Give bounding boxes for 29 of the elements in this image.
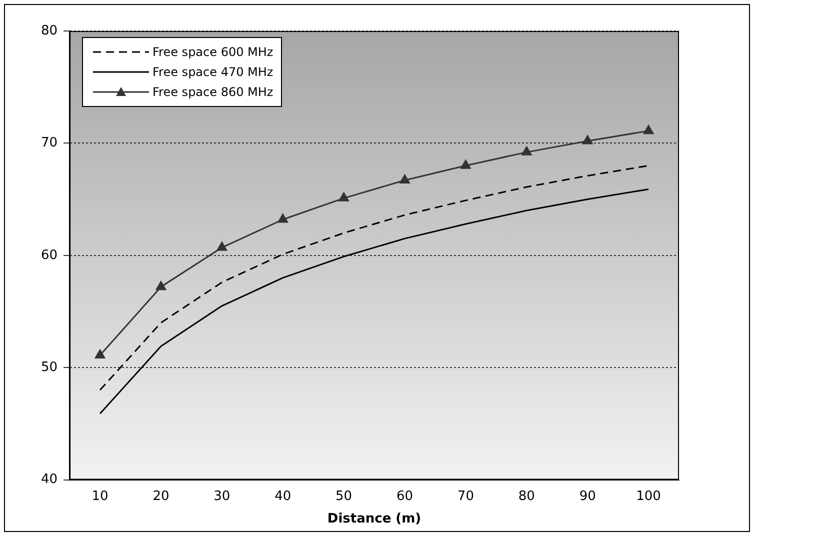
y-tick-label: 40 — [40, 472, 58, 488]
point — [522, 146, 532, 156]
x-tick-label: 100 — [636, 488, 661, 504]
x-tick-label: 30 — [214, 488, 230, 504]
point — [94, 350, 106, 359]
y-tick-label: 50 — [40, 360, 58, 375]
y-tick-label: 80 — [40, 23, 58, 38]
x-tick-label: 20 — [152, 488, 170, 504]
point — [278, 214, 288, 223]
x-tick-label: 40 — [274, 488, 292, 504]
x-tick-label: 60 — [396, 488, 414, 504]
point — [216, 242, 227, 251]
point — [156, 281, 166, 290]
point — [338, 192, 349, 202]
legend-label: Free space 470 MHz — [152, 65, 274, 79]
point — [643, 125, 654, 134]
point — [582, 135, 593, 144]
x-tick-label: 50 — [336, 488, 352, 504]
x-tick-label: 10 — [92, 488, 108, 504]
x-axis-title: Distance (m) — [327, 512, 422, 527]
y-tick-label: 70 — [40, 136, 58, 151]
point — [460, 160, 471, 169]
point — [400, 174, 410, 184]
y-tick-label: 60 — [40, 248, 58, 263]
legend-label: Free space 860 MHz — [152, 85, 274, 99]
x-tick-label: 90 — [579, 488, 596, 504]
legend-label: Free space 600 MHz — [152, 45, 274, 59]
x-tick-label: 80 — [518, 488, 535, 504]
x-tick-label: 70 — [457, 488, 474, 504]
